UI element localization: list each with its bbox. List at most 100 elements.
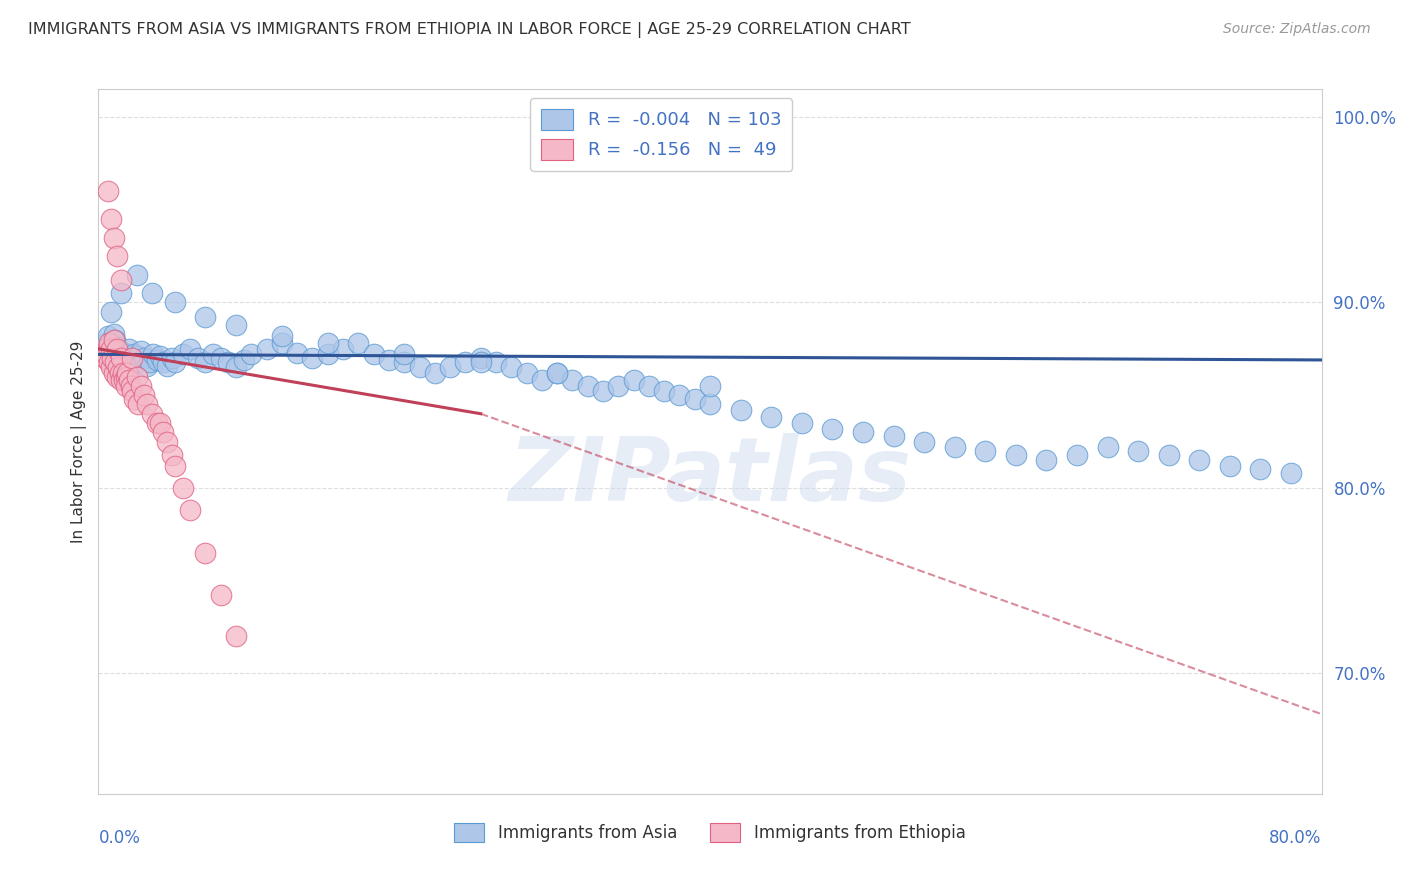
Point <box>232 353 254 368</box>
Point <box>209 351 232 365</box>
Point <box>100 304 122 318</box>
Point <box>347 336 370 351</box>
Point <box>111 366 134 380</box>
Point <box>160 448 183 462</box>
Point <box>110 286 132 301</box>
Point <box>561 373 583 387</box>
Point <box>100 360 122 375</box>
Point <box>152 355 174 369</box>
Point <box>160 351 183 365</box>
Point <box>156 434 179 449</box>
Point <box>974 443 997 458</box>
Point <box>592 384 614 399</box>
Point <box>100 351 122 365</box>
Point <box>576 379 599 393</box>
Point <box>485 355 508 369</box>
Text: Source: ZipAtlas.com: Source: ZipAtlas.com <box>1223 22 1371 37</box>
Point <box>122 392 145 406</box>
Point <box>149 416 172 430</box>
Text: 0.0%: 0.0% <box>98 830 141 847</box>
Point <box>136 397 159 411</box>
Point <box>142 347 165 361</box>
Point <box>94 347 117 361</box>
Point <box>110 343 132 358</box>
Point <box>125 355 148 369</box>
Point <box>316 336 339 351</box>
Point <box>187 351 209 365</box>
Point <box>129 343 152 358</box>
Point <box>316 347 339 361</box>
Point <box>439 360 461 375</box>
Point <box>152 425 174 440</box>
Point <box>301 351 323 365</box>
Point <box>501 360 523 375</box>
Point <box>111 351 134 365</box>
Point <box>125 369 148 384</box>
Point <box>202 347 225 361</box>
Point <box>1279 466 1302 480</box>
Point <box>141 407 163 421</box>
Point <box>103 333 125 347</box>
Point <box>546 366 568 380</box>
Point <box>1219 458 1241 473</box>
Point <box>194 546 217 560</box>
Point <box>163 458 186 473</box>
Point <box>97 184 120 198</box>
Point <box>145 353 167 368</box>
Point <box>516 366 538 380</box>
Point <box>110 273 132 287</box>
Point <box>378 353 401 368</box>
Point <box>943 440 966 454</box>
Point <box>240 347 263 361</box>
Point <box>163 295 186 310</box>
Point <box>256 342 278 356</box>
Point <box>136 359 159 373</box>
Point <box>270 336 292 351</box>
Point <box>115 369 138 384</box>
Point <box>912 434 935 449</box>
Point <box>730 403 752 417</box>
Point <box>652 384 675 399</box>
Point <box>156 359 179 373</box>
Point <box>105 340 128 354</box>
Point <box>149 349 172 363</box>
Point <box>121 351 143 365</box>
Point <box>105 249 128 263</box>
Point <box>179 503 201 517</box>
Point <box>1188 453 1211 467</box>
Point <box>172 481 194 495</box>
Legend: Immigrants from Asia, Immigrants from Ethiopia: Immigrants from Asia, Immigrants from Et… <box>447 816 973 849</box>
Point <box>637 379 661 393</box>
Point <box>699 379 721 393</box>
Point <box>127 349 149 363</box>
Text: 80.0%: 80.0% <box>1270 830 1322 847</box>
Point <box>623 373 645 387</box>
Point <box>225 360 247 375</box>
Point <box>115 379 138 393</box>
Point <box>103 326 125 341</box>
Point <box>1097 440 1119 454</box>
Point <box>270 328 292 343</box>
Point <box>134 388 156 402</box>
Point <box>423 366 446 380</box>
Point <box>790 416 813 430</box>
Point <box>98 336 121 351</box>
Point <box>129 379 152 393</box>
Point <box>121 384 143 399</box>
Point <box>363 347 385 361</box>
Point <box>103 230 125 244</box>
Point <box>94 336 117 351</box>
Point <box>112 373 135 387</box>
Point <box>225 629 247 643</box>
Point <box>470 355 492 369</box>
Point <box>546 366 568 380</box>
Point <box>108 366 131 380</box>
Point <box>392 355 416 369</box>
Point <box>683 392 706 406</box>
Point <box>104 355 127 369</box>
Point <box>1066 448 1088 462</box>
Point <box>454 355 477 369</box>
Point <box>108 355 131 369</box>
Point <box>97 328 120 343</box>
Point <box>408 360 430 375</box>
